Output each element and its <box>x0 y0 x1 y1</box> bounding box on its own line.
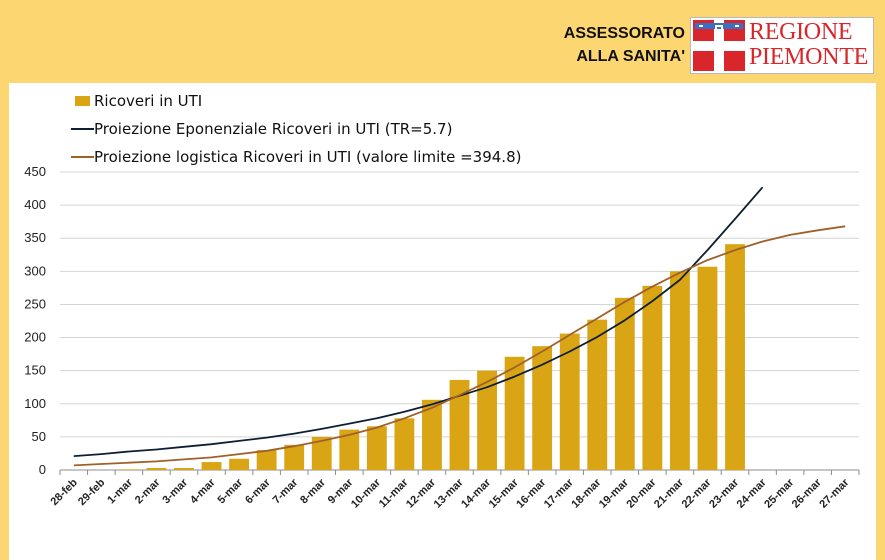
bar <box>669 271 690 470</box>
bar <box>311 436 332 470</box>
logo-line-2: PIEMONTE <box>749 44 868 70</box>
logo-line-1: REGIONE <box>749 19 853 45</box>
header-line-2: ALLA SANITA' <box>576 48 685 65</box>
x-tick-label: 23-mar <box>707 476 742 511</box>
logistic-projection-line <box>73 225 846 467</box>
x-tick-label: 18-mar <box>569 476 604 511</box>
x-tick-label: 15-mar <box>487 476 522 511</box>
x-tick-label: 13-mar <box>432 476 467 511</box>
x-tick-label: 8-mar <box>298 476 328 506</box>
x-tick-label: 28-feb <box>48 476 80 508</box>
x-tick-label: 25-mar <box>762 476 797 511</box>
x-tick-label: 22-mar <box>680 476 715 511</box>
y-tick-label: 400 <box>24 197 46 212</box>
icu-admissions-chart: 0 50 100 150 200 250 300 350 400 450 28-feb29-feb… <box>24 92 860 511</box>
y-tick-label: 450 <box>24 164 46 179</box>
legend: Ricoveri in UTI Proiezione Eponenziale Ri… <box>71 92 521 166</box>
bar <box>422 399 442 470</box>
regione-piemonte-logo: REGIONE PIEMONTE <box>690 17 874 74</box>
y-tick-label: 200 <box>24 330 46 345</box>
bar <box>477 370 497 470</box>
y-tick-label: 300 <box>24 263 46 278</box>
x-tick-label: 29-feb <box>76 476 108 508</box>
y-axis-ticks: 0 50 100 150 200 250 300 350 400 450 <box>24 164 46 477</box>
y-tick-label: 100 <box>24 396 46 411</box>
bar <box>587 319 608 470</box>
y-tick-label: 250 <box>24 296 46 311</box>
bar <box>532 346 553 470</box>
header-title: ASSESSORATO ALLA SANITA' <box>564 22 685 68</box>
x-tick-label: 2-mar <box>133 476 163 506</box>
x-axis-ticks: 28-feb29-feb1-mar2-mar3-mar4-mar5-mar6-m… <box>48 476 851 511</box>
bar <box>725 244 745 470</box>
x-tick-label: 7-mar <box>271 476 301 506</box>
bar <box>559 333 580 470</box>
line-series <box>73 186 846 467</box>
bar-series <box>118 244 745 470</box>
header-line-1: ASSESSORATO <box>563 25 685 42</box>
bar <box>256 450 277 470</box>
piemonte-coat-of-arms-icon <box>693 20 745 71</box>
x-tick-label: 6-mar <box>243 476 273 506</box>
x-tick-label: 1-mar <box>105 476 135 506</box>
y-tick-label: 350 <box>24 230 46 245</box>
x-tick-label: 12-mar <box>404 476 439 511</box>
bar <box>201 462 222 470</box>
bar <box>174 468 194 470</box>
bar <box>284 444 305 470</box>
y-tick-label: 50 <box>32 429 46 444</box>
y-tick-label: 0 <box>39 462 46 477</box>
x-tick-label: 16-mar <box>514 476 549 511</box>
x-tick-label: 17-mar <box>542 476 577 511</box>
chart-panel: 0 50 100 150 200 250 300 350 400 450 28-feb 29-feb… <box>9 83 876 560</box>
x-tick-label: 26-mar <box>790 476 825 511</box>
bar <box>118 469 139 470</box>
x-tick-label: 5-mar <box>216 476 246 506</box>
logo-text: REGIONE PIEMONTE <box>749 20 868 70</box>
x-tick-label: 20-mar <box>624 476 659 511</box>
x-tick-label: 4-mar <box>188 476 218 506</box>
bar <box>146 468 167 470</box>
x-tick-label: 3-mar <box>160 476 190 506</box>
bar <box>339 429 360 470</box>
legend-bar-entry: Ricoveri in UTI <box>94 92 202 110</box>
bar <box>614 297 635 470</box>
x-tick-label: 19-mar <box>597 476 632 511</box>
x-tick-label: 21-mar <box>652 476 687 511</box>
x-tick-label: 27-mar <box>817 476 852 511</box>
x-tick-label: 24-mar <box>735 476 770 511</box>
bar <box>449 379 470 470</box>
legend-swatch <box>75 96 90 106</box>
bar <box>366 426 387 470</box>
x-tick-label: 10-mar <box>349 476 384 511</box>
bar <box>642 285 663 470</box>
x-tick-label: 14-mar <box>459 476 494 511</box>
exponential-projection-line <box>73 186 764 457</box>
bar <box>229 458 250 470</box>
y-tick-label: 150 <box>24 363 46 378</box>
bar <box>697 266 718 470</box>
legend-exponential-entry: Proiezione Eponenziale Ricoveri in UTI (… <box>94 120 452 138</box>
bar <box>394 418 415 470</box>
legend-logistic-entry: Proiezione logistica Ricoveri in UTI (va… <box>94 148 521 166</box>
bar <box>504 356 525 470</box>
